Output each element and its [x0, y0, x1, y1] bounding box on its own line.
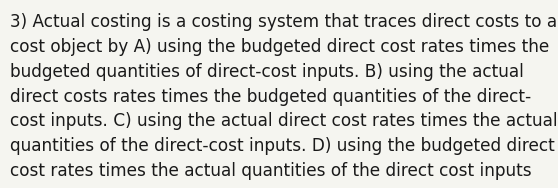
- Text: cost object by A) using the budgeted direct cost rates times the: cost object by A) using the budgeted dir…: [10, 38, 549, 56]
- Text: cost inputs. C) using the actual direct cost rates times the actual: cost inputs. C) using the actual direct …: [10, 112, 557, 130]
- Text: 3) Actual costing is a costing system that traces direct costs to a: 3) Actual costing is a costing system th…: [10, 13, 557, 31]
- Text: quantities of the direct-cost inputs. D) using the budgeted direct: quantities of the direct-cost inputs. D)…: [10, 137, 555, 155]
- Text: budgeted quantities of direct-cost inputs. B) using the actual: budgeted quantities of direct-cost input…: [10, 63, 524, 81]
- Text: cost rates times the actual quantities of the direct cost inputs: cost rates times the actual quantities o…: [10, 162, 532, 180]
- Text: direct costs rates times the budgeted quantities of the direct-: direct costs rates times the budgeted qu…: [10, 88, 531, 106]
